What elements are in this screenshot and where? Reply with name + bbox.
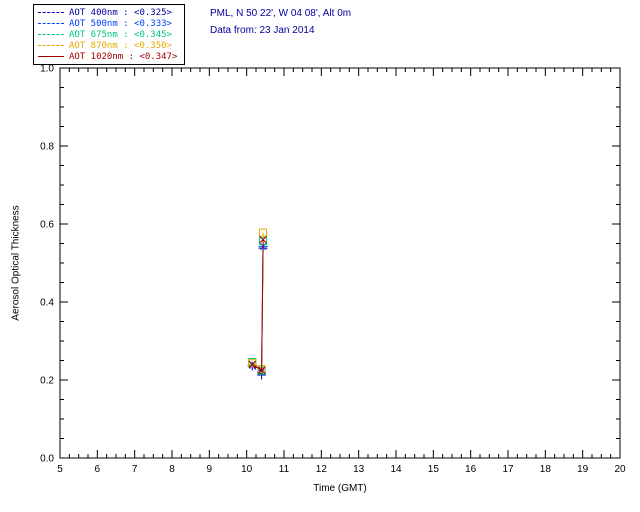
legend-item: AOT 1020nm : <0.347> xyxy=(38,51,177,62)
plot-header: PML, N 50 22', W 04 08', Alt 0m Data fro… xyxy=(210,5,351,39)
legend-line-sample xyxy=(38,23,64,24)
x-tick-label: 18 xyxy=(540,464,552,475)
legend-label: AOT 870nm : <0.350> xyxy=(69,40,172,51)
x-tick-label: 16 xyxy=(465,464,477,475)
data-marker xyxy=(248,359,257,368)
x-tick-label: 13 xyxy=(353,464,365,475)
legend-label: AOT 400nm : <0.325> xyxy=(69,7,172,18)
x-tick-label: 12 xyxy=(316,464,328,475)
legend-line-sample xyxy=(38,56,64,57)
legend-label: AOT 500nm : <0.333> xyxy=(69,18,172,29)
y-tick-label: 0.6 xyxy=(40,220,54,231)
legend-item: AOT 675nm : <0.345> xyxy=(38,29,177,40)
x-tick-label: 14 xyxy=(390,464,402,475)
y-tick-label: 0.4 xyxy=(40,298,54,309)
legend-line-sample xyxy=(38,34,64,35)
x-tick-label: 7 xyxy=(132,464,138,475)
x-axis-title: Time (GMT) xyxy=(313,483,367,494)
data-marker xyxy=(259,228,268,237)
legend-box: AOT 400nm : <0.325> AOT 500nm : <0.333> AO… xyxy=(33,4,186,65)
y-tick-label: 0.0 xyxy=(40,454,54,465)
x-tick-label: 6 xyxy=(95,464,101,475)
x-tick-label: 17 xyxy=(502,464,514,475)
data-marker xyxy=(259,235,267,244)
x-tick-label: 19 xyxy=(577,464,589,475)
x-tick-label: 15 xyxy=(428,464,440,475)
x-tick-label: 20 xyxy=(614,464,626,475)
y-tick-label: 1.0 xyxy=(40,64,54,75)
legend-item: AOT 400nm : <0.325> xyxy=(38,7,177,18)
data-series-line xyxy=(252,239,264,372)
legend-line-sample xyxy=(38,45,64,46)
legend-label: AOT 675nm : <0.345> xyxy=(69,29,172,40)
x-tick-label: 10 xyxy=(241,464,253,475)
x-tick-label: 8 xyxy=(169,464,175,475)
axis-frame xyxy=(59,67,621,459)
legend-label: AOT 1020nm : <0.347> xyxy=(69,51,178,62)
legend-item: AOT 500nm : <0.333> xyxy=(38,18,177,29)
y-tick-label: 0.2 xyxy=(40,376,54,387)
data-marker xyxy=(257,366,266,375)
x-tick-label: 5 xyxy=(57,464,63,475)
legend-line-sample xyxy=(38,12,64,13)
y-tick-label: 0.8 xyxy=(40,142,54,153)
y-axis-title: Aerosol Optical Thickness xyxy=(10,205,22,321)
data-marker xyxy=(248,360,257,369)
x-tick-label: 11 xyxy=(279,464,290,475)
data-date: Data from: 23 Jan 2014 xyxy=(210,25,315,36)
x-tick-label: 9 xyxy=(207,464,213,475)
legend-item: AOT 870nm : <0.350> xyxy=(38,40,177,51)
station-info: PML, N 50 22', W 04 08', Alt 0m xyxy=(210,8,352,19)
